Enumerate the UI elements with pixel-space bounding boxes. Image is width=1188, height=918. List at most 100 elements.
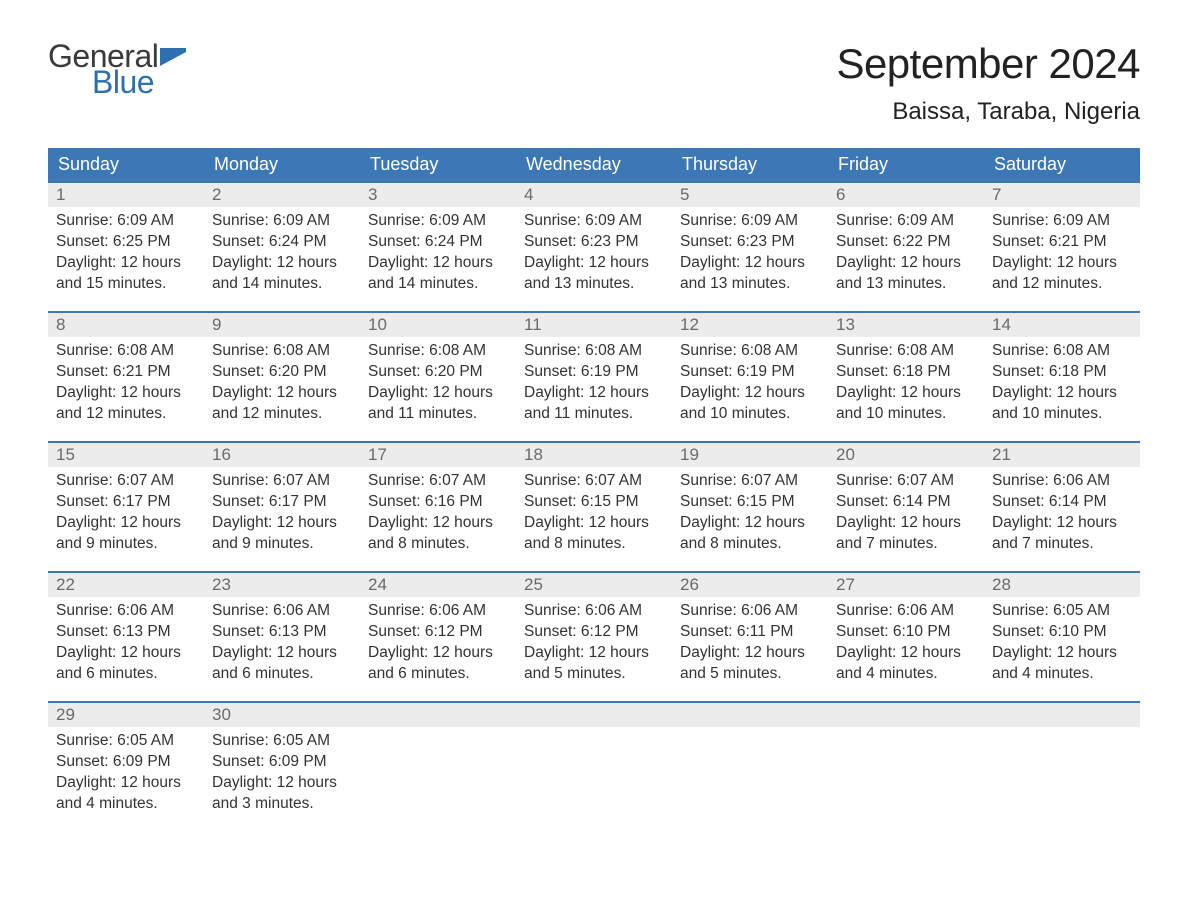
calendar-day-cell: 2Sunrise: 6:09 AMSunset: 6:24 PMDaylight… <box>204 181 360 311</box>
day-number-bar: 3 <box>360 181 516 207</box>
sunset-line: Sunset: 6:20 PM <box>212 362 352 383</box>
day-number-bar: 22 <box>48 571 204 597</box>
sunrise-line: Sunrise: 6:09 AM <box>212 211 352 232</box>
calendar-day-cell: 30Sunrise: 6:05 AMSunset: 6:09 PMDayligh… <box>204 701 360 831</box>
day-body: Sunrise: 6:06 AMSunset: 6:11 PMDaylight:… <box>672 597 828 695</box>
day-body: Sunrise: 6:07 AMSunset: 6:16 PMDaylight:… <box>360 467 516 565</box>
day-body: Sunrise: 6:05 AMSunset: 6:09 PMDaylight:… <box>48 727 204 825</box>
sunrise-line: Sunrise: 6:09 AM <box>992 211 1132 232</box>
daylight-line: Daylight: 12 hours and 14 minutes. <box>368 253 508 295</box>
calendar-day-cell: 21Sunrise: 6:06 AMSunset: 6:14 PMDayligh… <box>984 441 1140 571</box>
daylight-line: Daylight: 12 hours and 12 minutes. <box>212 383 352 425</box>
header: General Blue September 2024 Baissa, Tara… <box>48 40 1140 140</box>
calendar-day-cell: 16Sunrise: 6:07 AMSunset: 6:17 PMDayligh… <box>204 441 360 571</box>
calendar-day-cell: 7Sunrise: 6:09 AMSunset: 6:21 PMDaylight… <box>984 181 1140 311</box>
calendar-day-cell <box>516 701 672 831</box>
day-body: Sunrise: 6:08 AMSunset: 6:18 PMDaylight:… <box>828 337 984 435</box>
sunrise-line: Sunrise: 6:09 AM <box>368 211 508 232</box>
day-number-bar: 28 <box>984 571 1140 597</box>
sunrise-line: Sunrise: 6:05 AM <box>56 731 196 752</box>
calendar-day-cell: 24Sunrise: 6:06 AMSunset: 6:12 PMDayligh… <box>360 571 516 701</box>
sunrise-line: Sunrise: 6:06 AM <box>992 471 1132 492</box>
day-number-bar: 12 <box>672 311 828 337</box>
sunrise-line: Sunrise: 6:08 AM <box>212 341 352 362</box>
logo-word-blue: Blue <box>92 66 186 98</box>
day-body: Sunrise: 6:08 AMSunset: 6:20 PMDaylight:… <box>204 337 360 435</box>
daylight-line: Daylight: 12 hours and 11 minutes. <box>368 383 508 425</box>
sunset-line: Sunset: 6:21 PM <box>56 362 196 383</box>
calendar-body: 1Sunrise: 6:09 AMSunset: 6:25 PMDaylight… <box>48 181 1140 831</box>
weekday-header: Sunday <box>48 148 204 181</box>
day-number-bar: 17 <box>360 441 516 467</box>
day-body: Sunrise: 6:06 AMSunset: 6:10 PMDaylight:… <box>828 597 984 695</box>
sunrise-line: Sunrise: 6:05 AM <box>212 731 352 752</box>
day-number-bar: 29 <box>48 701 204 727</box>
weekday-header: Tuesday <box>360 148 516 181</box>
sunrise-line: Sunrise: 6:09 AM <box>836 211 976 232</box>
day-body: Sunrise: 6:08 AMSunset: 6:19 PMDaylight:… <box>516 337 672 435</box>
day-number-bar: 16 <box>204 441 360 467</box>
sunrise-line: Sunrise: 6:05 AM <box>992 601 1132 622</box>
sunrise-line: Sunrise: 6:06 AM <box>56 601 196 622</box>
daylight-line: Daylight: 12 hours and 6 minutes. <box>56 643 196 685</box>
sunrise-line: Sunrise: 6:09 AM <box>680 211 820 232</box>
calendar-day-cell: 10Sunrise: 6:08 AMSunset: 6:20 PMDayligh… <box>360 311 516 441</box>
calendar-day-cell <box>360 701 516 831</box>
calendar-day-cell: 8Sunrise: 6:08 AMSunset: 6:21 PMDaylight… <box>48 311 204 441</box>
sunrise-line: Sunrise: 6:07 AM <box>836 471 976 492</box>
sunset-line: Sunset: 6:19 PM <box>680 362 820 383</box>
day-body: Sunrise: 6:09 AMSunset: 6:23 PMDaylight:… <box>516 207 672 305</box>
sunrise-line: Sunrise: 6:08 AM <box>836 341 976 362</box>
day-body: Sunrise: 6:08 AMSunset: 6:19 PMDaylight:… <box>672 337 828 435</box>
daylight-line: Daylight: 12 hours and 5 minutes. <box>680 643 820 685</box>
day-number-bar: 19 <box>672 441 828 467</box>
day-body: Sunrise: 6:07 AMSunset: 6:15 PMDaylight:… <box>516 467 672 565</box>
day-body: Sunrise: 6:05 AMSunset: 6:09 PMDaylight:… <box>204 727 360 825</box>
sunrise-line: Sunrise: 6:09 AM <box>56 211 196 232</box>
weekday-header: Monday <box>204 148 360 181</box>
calendar-day-cell: 27Sunrise: 6:06 AMSunset: 6:10 PMDayligh… <box>828 571 984 701</box>
daylight-line: Daylight: 12 hours and 5 minutes. <box>524 643 664 685</box>
calendar-day-cell: 12Sunrise: 6:08 AMSunset: 6:19 PMDayligh… <box>672 311 828 441</box>
sunset-line: Sunset: 6:24 PM <box>212 232 352 253</box>
calendar-day-cell: 13Sunrise: 6:08 AMSunset: 6:18 PMDayligh… <box>828 311 984 441</box>
day-body: Sunrise: 6:09 AMSunset: 6:22 PMDaylight:… <box>828 207 984 305</box>
daylight-line: Daylight: 12 hours and 11 minutes. <box>524 383 664 425</box>
sunrise-line: Sunrise: 6:08 AM <box>680 341 820 362</box>
sunset-line: Sunset: 6:24 PM <box>368 232 508 253</box>
calendar-table: SundayMondayTuesdayWednesdayThursdayFrid… <box>48 148 1140 831</box>
sunrise-line: Sunrise: 6:07 AM <box>524 471 664 492</box>
daylight-line: Daylight: 12 hours and 9 minutes. <box>212 513 352 555</box>
weekday-header: Friday <box>828 148 984 181</box>
logo-flag-icon <box>160 48 186 66</box>
day-body: Sunrise: 6:07 AMSunset: 6:17 PMDaylight:… <box>204 467 360 565</box>
day-number-bar: 20 <box>828 441 984 467</box>
sunrise-line: Sunrise: 6:09 AM <box>524 211 664 232</box>
sunset-line: Sunset: 6:13 PM <box>56 622 196 643</box>
day-body: Sunrise: 6:05 AMSunset: 6:10 PMDaylight:… <box>984 597 1140 695</box>
daylight-line: Daylight: 12 hours and 9 minutes. <box>56 513 196 555</box>
sunset-line: Sunset: 6:17 PM <box>56 492 196 513</box>
calendar-day-cell: 23Sunrise: 6:06 AMSunset: 6:13 PMDayligh… <box>204 571 360 701</box>
sunset-line: Sunset: 6:18 PM <box>836 362 976 383</box>
day-body: Sunrise: 6:06 AMSunset: 6:13 PMDaylight:… <box>48 597 204 695</box>
calendar-day-cell: 1Sunrise: 6:09 AMSunset: 6:25 PMDaylight… <box>48 181 204 311</box>
day-number-bar: 4 <box>516 181 672 207</box>
day-body: Sunrise: 6:06 AMSunset: 6:13 PMDaylight:… <box>204 597 360 695</box>
daylight-line: Daylight: 12 hours and 13 minutes. <box>836 253 976 295</box>
day-number-bar: 10 <box>360 311 516 337</box>
sunset-line: Sunset: 6:10 PM <box>836 622 976 643</box>
day-number-bar <box>360 701 516 727</box>
title-block: September 2024 Baissa, Taraba, Nigeria <box>836 40 1140 140</box>
day-body: Sunrise: 6:07 AMSunset: 6:17 PMDaylight:… <box>48 467 204 565</box>
day-number-bar: 7 <box>984 181 1140 207</box>
daylight-line: Daylight: 12 hours and 10 minutes. <box>992 383 1132 425</box>
calendar-day-cell: 26Sunrise: 6:06 AMSunset: 6:11 PMDayligh… <box>672 571 828 701</box>
sunrise-line: Sunrise: 6:07 AM <box>56 471 196 492</box>
sunrise-line: Sunrise: 6:07 AM <box>368 471 508 492</box>
day-body: Sunrise: 6:09 AMSunset: 6:23 PMDaylight:… <box>672 207 828 305</box>
sunrise-line: Sunrise: 6:08 AM <box>992 341 1132 362</box>
day-body: Sunrise: 6:08 AMSunset: 6:20 PMDaylight:… <box>360 337 516 435</box>
daylight-line: Daylight: 12 hours and 6 minutes. <box>368 643 508 685</box>
sunset-line: Sunset: 6:22 PM <box>836 232 976 253</box>
